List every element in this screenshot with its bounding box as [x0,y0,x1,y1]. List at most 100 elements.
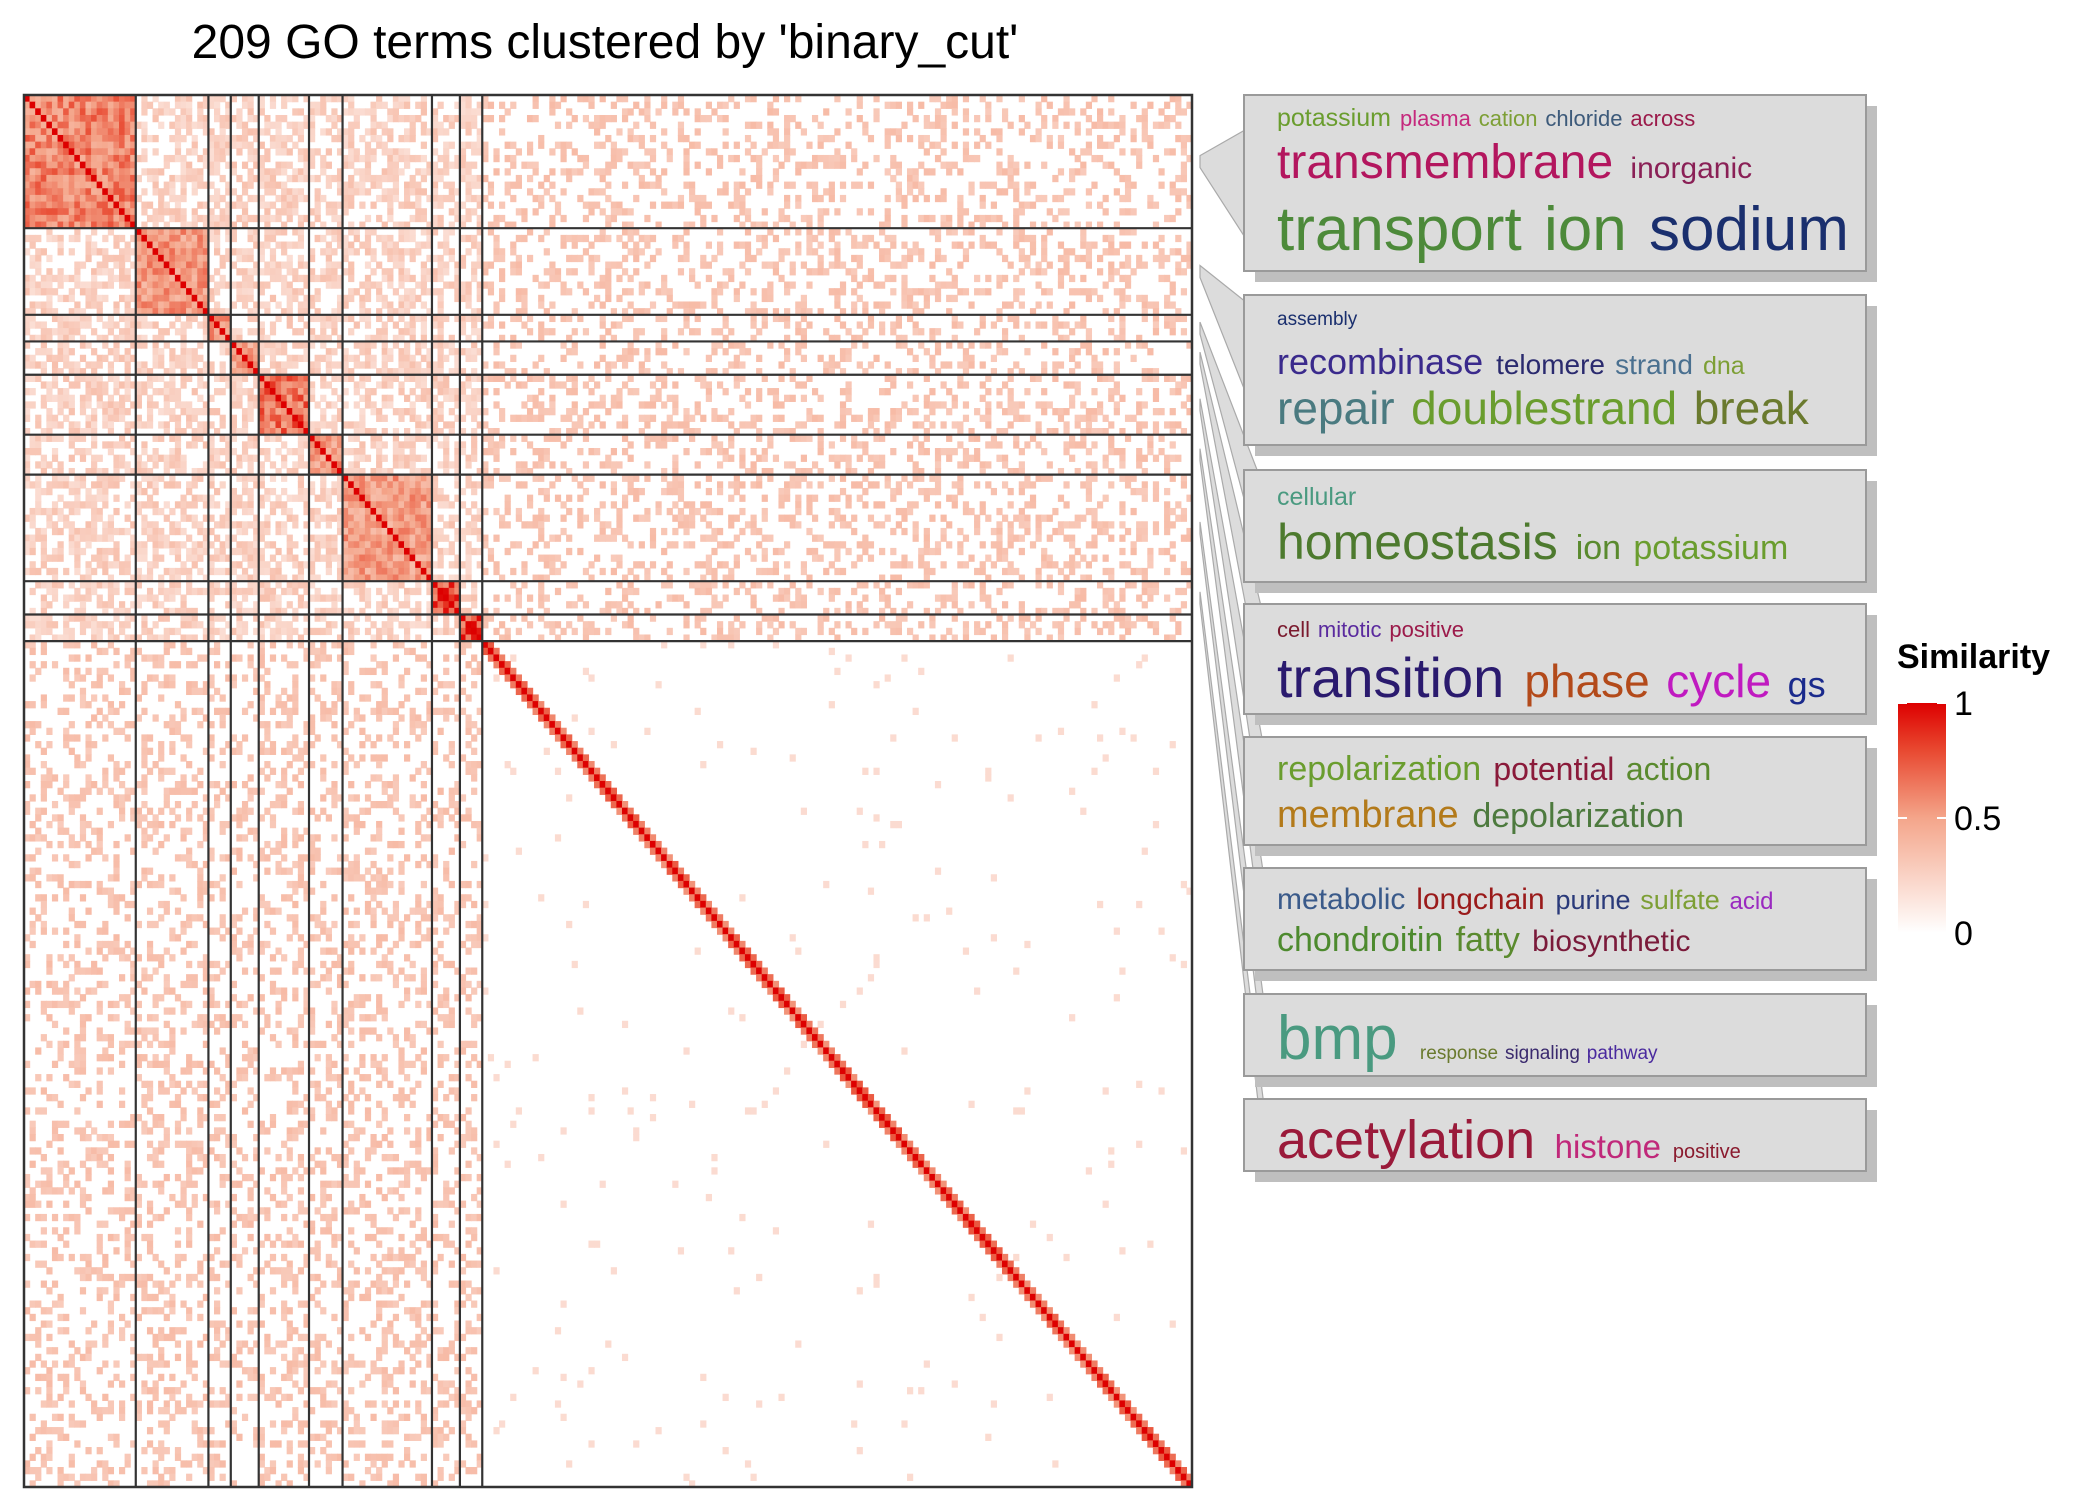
heatmap-cell [225,348,232,356]
heatmap-cell [1063,188,1070,196]
heatmap-cell [370,334,377,343]
heatmap-cell [320,248,327,256]
heatmap-cell [79,134,87,143]
heatmap-cell [85,294,92,303]
heatmap-cell [756,161,763,169]
heatmap-cell [219,361,226,369]
heatmap-cell [309,128,316,136]
heatmap-cell [504,368,511,376]
heatmap-cell [879,228,886,236]
heatmap-cell [63,354,70,363]
heatmap-cell [180,294,187,303]
heatmap-cell [454,368,461,376]
heatmap-cell [1018,248,1025,256]
heatmap-cell [806,214,813,223]
heatmap-cell [146,101,154,109]
heatmap-cell [582,214,590,223]
heatmap-cell [415,414,422,422]
heatmap-cell [443,228,450,236]
heatmap-cell [549,301,556,309]
heatmap-cell [269,201,277,209]
heatmap-cell [253,261,260,269]
heatmap-cell [141,381,148,389]
heatmap-cell [325,441,332,449]
heatmap-cell [951,448,958,456]
heatmap-cell [767,341,774,349]
heatmap-cell [476,308,483,316]
heatmap-cell [342,154,349,163]
heatmap-cell [197,201,204,209]
heatmap-cell [57,174,64,183]
heatmap-cell [694,194,701,203]
heatmap-cell [29,261,36,269]
heatmap-cell [1169,428,1176,436]
heatmap-cell [79,154,87,163]
heatmap-cell [985,181,992,189]
heatmap-cell [946,454,953,462]
heatmap-cell [51,414,59,422]
heatmap-cell [303,408,310,416]
heatmap-cell [253,114,260,123]
heatmap-cell [716,228,724,236]
heatmap-cell [158,194,165,203]
heatmap-cell [309,274,316,283]
heatmap-cell [376,134,383,143]
heatmap-cell [1175,108,1182,116]
heatmap-cell [644,348,651,356]
heatmap-cell [247,141,254,149]
heatmap-cell [398,354,405,363]
heatmap-cell [404,301,411,309]
heatmap-cell [974,128,981,136]
heatmap-cell [152,388,159,396]
heatmap-cell [225,454,232,462]
heatmap-cell [96,394,103,402]
heatmap-cell [124,221,131,229]
heatmap-cell [102,194,109,203]
heatmap-cell [102,334,109,343]
heatmap-cell [1164,148,1171,156]
heatmap-cell [465,174,472,183]
heatmap-cell [700,221,707,229]
heatmap-cell [286,241,293,249]
heatmap-cell [940,361,947,369]
heatmap-cell [297,461,305,469]
heatmap-cell [314,214,321,223]
heatmap-cell [845,121,852,129]
heatmap-cell [364,234,372,243]
heatmap-cell [113,201,120,209]
heatmap-cell [281,188,288,196]
heatmap-cell [784,228,791,236]
heatmap-cell [426,254,433,263]
heatmap-cell [811,154,819,163]
heatmap-cell [292,328,299,336]
heatmap-cell [1147,194,1154,203]
heatmap-cell [320,328,327,336]
heatmap-cell [409,408,416,416]
heatmap-cell [420,388,427,396]
heatmap-cell [303,374,310,382]
heatmap-cell [107,281,115,289]
heatmap-cell [739,168,746,176]
heatmap-cell [756,428,763,436]
heatmap-cell [1091,461,1098,469]
heatmap-cell [180,328,187,336]
heatmap-cell [644,421,651,429]
heatmap-cell [130,467,137,476]
heatmap-cell [1113,248,1120,256]
heatmap-cell [985,108,992,116]
heatmap-cell [554,201,562,209]
heatmap-cell [638,108,645,116]
heatmap-cell [890,128,897,136]
heatmap-cell [320,448,327,456]
heatmap-cell [1018,414,1025,422]
heatmap-cell [1063,248,1070,256]
heatmap-cell [638,141,645,149]
heatmap-cell [756,121,763,129]
heatmap-cell [728,361,735,369]
heatmap-cell [862,428,869,436]
heatmap-cell [985,414,992,422]
heatmap-cell [79,308,87,316]
heatmap-cell [532,401,539,409]
heatmap-cell [415,361,422,369]
heatmap-cell [934,154,942,163]
